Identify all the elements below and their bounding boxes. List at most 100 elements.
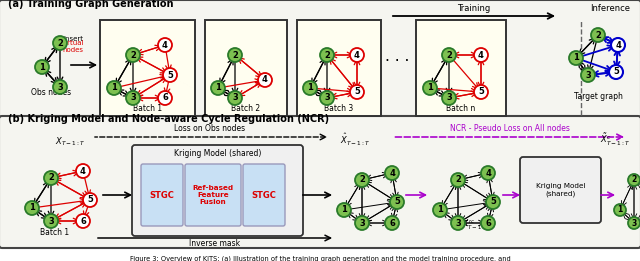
Circle shape [158,91,172,105]
Text: STGC: STGC [150,191,175,199]
Circle shape [451,173,465,187]
Text: NCR - Pseudo Loss on All nodes: NCR - Pseudo Loss on All nodes [450,124,570,133]
Text: $X^{rc}_{T-1:T}$: $X^{rc}_{T-1:T}$ [462,218,490,233]
Circle shape [611,38,625,52]
Text: 3: 3 [455,218,461,228]
Circle shape [53,36,67,50]
Text: 3: 3 [359,218,365,228]
Circle shape [423,81,437,95]
Text: Inverse mask: Inverse mask [189,239,241,248]
FancyBboxPatch shape [297,20,381,116]
Text: 4: 4 [485,169,491,177]
Circle shape [614,204,626,216]
Text: $\hat{X}_{T-1:T}$: $\hat{X}_{T-1:T}$ [340,132,371,147]
FancyBboxPatch shape [141,164,183,226]
Text: 6: 6 [389,218,395,228]
Circle shape [609,65,623,79]
Text: 5: 5 [87,195,93,205]
Circle shape [350,85,364,99]
Text: 2: 2 [324,50,330,60]
Text: Batch n: Batch n [446,104,476,113]
Text: 5: 5 [490,198,496,206]
Text: Batch 3: Batch 3 [324,104,354,113]
Circle shape [35,60,49,74]
FancyBboxPatch shape [205,20,287,116]
Text: 5: 5 [167,70,173,80]
Text: 2: 2 [595,31,601,39]
Text: 4: 4 [615,40,621,50]
Circle shape [163,68,177,82]
Circle shape [481,166,495,180]
FancyBboxPatch shape [0,0,640,120]
Text: 3: 3 [57,82,63,92]
Text: 4: 4 [80,167,86,175]
FancyBboxPatch shape [0,116,640,248]
Text: 3: 3 [632,218,637,228]
Circle shape [76,214,90,228]
Circle shape [126,48,140,62]
Text: STGC: STGC [252,191,276,199]
Circle shape [385,166,399,180]
Circle shape [228,91,242,105]
Text: 5: 5 [394,198,400,206]
Circle shape [442,48,456,62]
FancyBboxPatch shape [416,20,506,116]
Text: Training: Training [458,4,491,13]
FancyBboxPatch shape [243,164,285,226]
Circle shape [628,217,640,229]
FancyBboxPatch shape [100,20,195,116]
Text: 1: 1 [307,84,313,92]
Circle shape [390,195,404,209]
Text: Obs nodes: Obs nodes [31,88,71,97]
Circle shape [320,91,334,105]
Circle shape [126,91,140,105]
Text: 1: 1 [29,204,35,212]
Text: 3: 3 [130,93,136,103]
Text: 1: 1 [437,205,443,215]
Circle shape [569,51,583,65]
Text: 3: 3 [324,93,330,103]
Text: virtual
nodes: virtual nodes [61,40,84,53]
Text: 3: 3 [232,93,238,103]
Text: 5: 5 [354,87,360,97]
Text: 6: 6 [162,93,168,103]
FancyBboxPatch shape [185,164,241,226]
Circle shape [628,174,640,186]
Text: Target graph: Target graph [573,92,623,101]
Circle shape [25,201,39,215]
Text: 2: 2 [130,50,136,60]
Circle shape [481,216,495,230]
Circle shape [451,216,465,230]
Text: 2: 2 [446,50,452,60]
Circle shape [53,80,67,94]
Circle shape [44,214,58,228]
Text: (a) Training Graph Generation: (a) Training Graph Generation [8,0,173,9]
Text: 4: 4 [162,40,168,50]
Circle shape [107,81,121,95]
Text: $X_{T-1:T}$: $X_{T-1:T}$ [55,135,86,147]
FancyBboxPatch shape [132,145,303,236]
Circle shape [433,203,447,217]
Text: Insert: Insert [63,36,83,49]
Circle shape [83,193,97,207]
Text: Batch 1: Batch 1 [133,104,162,113]
Text: 6: 6 [485,218,491,228]
Text: 2: 2 [359,175,365,185]
Text: Inference: Inference [590,4,630,13]
Text: 5: 5 [613,68,619,76]
Circle shape [258,73,272,87]
Text: Batch 1: Batch 1 [40,228,70,237]
Text: 1: 1 [573,54,579,62]
Text: · · ·: · · · [385,55,409,69]
Text: 2: 2 [48,174,54,182]
Text: Kriging Model (shared): Kriging Model (shared) [174,149,261,158]
Text: 2: 2 [57,39,63,48]
Text: 2: 2 [232,50,238,60]
Text: 1: 1 [618,205,623,215]
Text: Loss on Obs nodes: Loss on Obs nodes [175,124,246,133]
Text: 4: 4 [478,50,484,60]
Text: 3: 3 [585,70,591,80]
Text: 1: 1 [341,205,347,215]
Circle shape [337,203,351,217]
Circle shape [303,81,317,95]
